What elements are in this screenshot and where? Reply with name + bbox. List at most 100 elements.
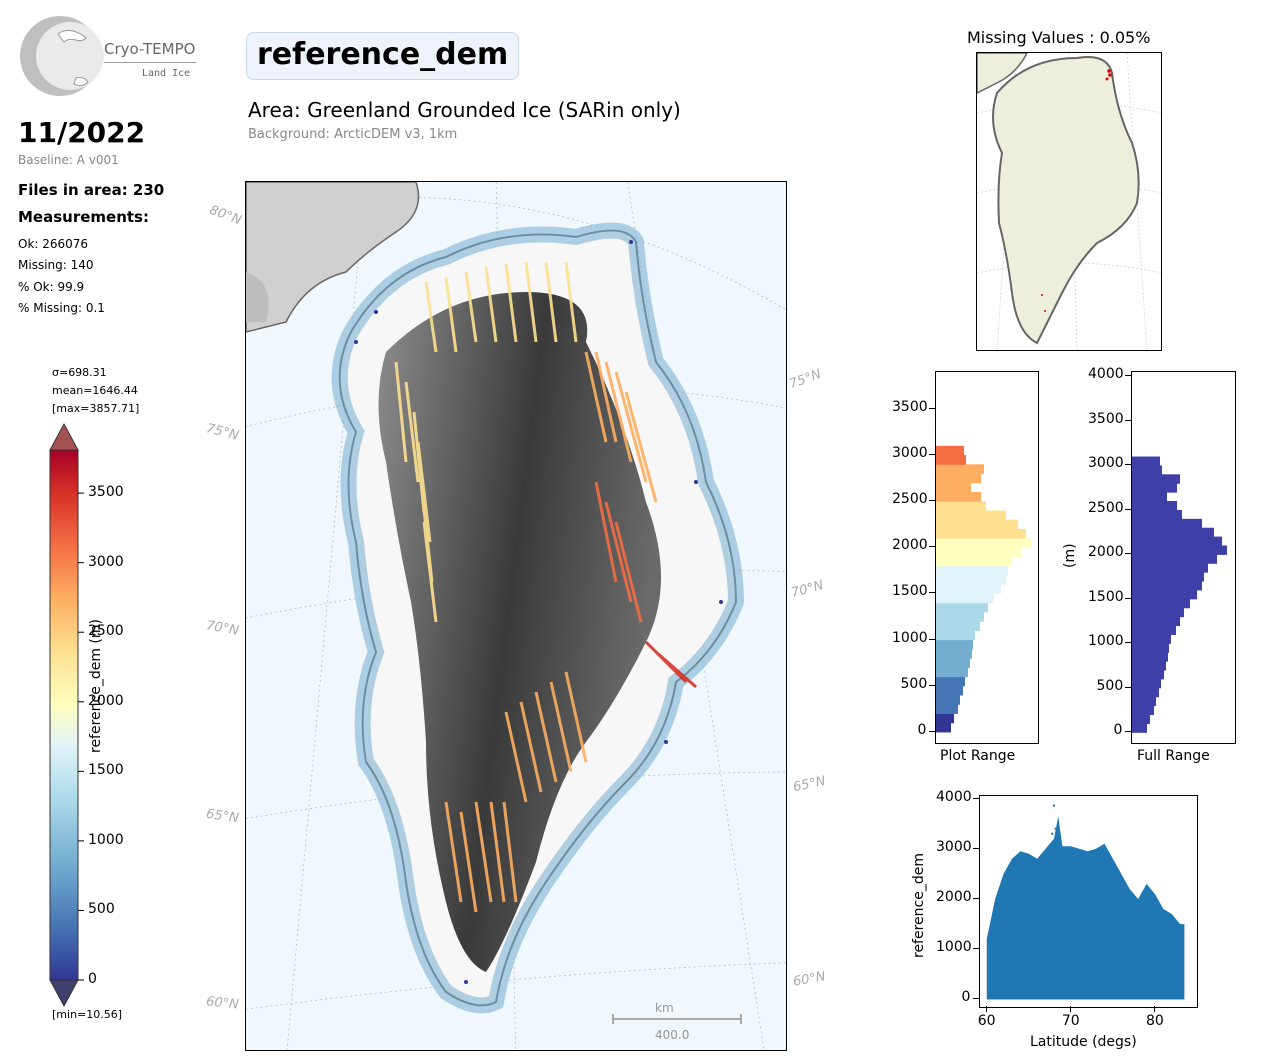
hist-bar [1132,483,1177,493]
scatter-point-cloud [986,816,1185,1000]
hist-bar [936,611,984,622]
colorbar-gradient [49,449,79,981]
hist-plot-range [935,371,1039,744]
hist-bar [936,491,981,502]
hist-full-range-ylabel: (m) [1062,543,1078,568]
stat-ok: Ok: 266076 [18,237,89,251]
logo-icon [20,16,104,96]
hist-bar [1132,705,1154,716]
inset-map [976,52,1162,351]
hist-bar [936,584,1001,594]
scatter-y-tick-mark [973,847,979,849]
hist-bar [1132,518,1202,529]
background-label: Background: ArcticDEM v3, 1km [248,127,458,142]
hist-bar [936,704,958,714]
scatter-outlier [1052,804,1056,807]
scatter-plot [979,795,1198,1008]
scatter-outlier [1054,827,1057,830]
hist-bar [936,519,1018,530]
colorbar-tick-3500: 3500 [88,484,124,501]
hist-right-tick-mark [1125,375,1131,377]
hist-bar [1132,572,1204,582]
swath-tracks [394,261,697,913]
hist-right-tick-mark [1125,731,1131,733]
colorbar-sigma: σ=698.31 [52,366,107,379]
hist-bar [936,593,994,604]
hist-left-tick-0: 0 [917,721,927,738]
lat-label-60n-left: 60°N [205,994,240,1013]
scatter-x-tick-mark [985,1006,987,1012]
hist-bar [1132,509,1182,520]
hist-bar [1132,643,1169,653]
hist-left-tick-mark [929,500,935,502]
hist-left-tick-mark [929,454,935,456]
hist-right-tick-mark [1125,419,1131,421]
hist-bar [936,575,1006,585]
hist-bar [936,482,971,493]
hist-bar [1132,563,1208,573]
hist-bar [936,602,988,613]
hist-right-tick-mark [1125,597,1131,599]
scatter-plot-points [986,804,1185,1000]
hist-left-tick-500: 500 [900,675,928,692]
hist-bar [1132,581,1202,591]
hist-bar [936,685,963,696]
colorbar-min: [min=10.56] [52,1008,123,1021]
scatter-x-tick-80: 80 [1145,1013,1164,1029]
scatter-outlier [1051,832,1054,835]
logo-subtitle: Land Ice [142,68,191,79]
scale-value: 400.0 [655,1028,690,1042]
hist-bar [936,473,981,484]
hist-left-tick-2500: 2500 [892,491,928,508]
colorbar-max: [max=3857.71] [52,402,140,415]
scale-bar-tick-left [612,1014,614,1024]
colorbar-tick-2000: 2000 [88,692,124,709]
hist-bar [1132,545,1227,555]
hist-bar [936,667,968,678]
hist-bar [936,565,1008,576]
files-in-area: Files in area: 230 [18,181,165,199]
hist-bar [1132,652,1168,662]
hist-right-tick-mark [1125,686,1131,688]
hist-bar [1132,670,1164,680]
scatter-y-tick-4000: 4000 [936,788,972,805]
logo-divider [104,62,196,63]
hist-bar [1132,456,1160,466]
hist-right-tick-2500: 2500 [1088,499,1124,516]
hist-full-range-label: Full Range [1137,748,1210,764]
inset-map-canvas [977,53,1161,350]
hist-bar [1132,625,1176,635]
main-map-canvas [246,182,786,1050]
hist-bar [1132,536,1222,546]
hist-right-tick-0: 0 [1113,722,1123,739]
measurements-heading: Measurements: [18,208,149,226]
colorbar-axis-label: reference_dem (m) [88,619,104,753]
hist-bar [936,556,1012,567]
scale-bar-tick-right [740,1014,742,1024]
lat-label-70n-left: 70°N [204,618,240,639]
scatter-y-tick-mark [973,998,979,1000]
hist-bar [936,630,975,641]
hist-left-tick-mark [929,407,935,409]
colorbar-tick-1000: 1000 [88,831,124,848]
inset-missing-points [1041,69,1112,312]
area-label: Area: Greenland Grounded Ice (SARin only… [248,98,681,122]
hist-bar [1132,474,1180,484]
ice-edge-low [331,222,745,1014]
stat-percent-missing: % Missing: 0.1 [18,301,105,315]
hist-bar [1132,678,1161,689]
colorbar-tick-2500: 2500 [88,623,124,640]
scatter-y-tick-1000: 1000 [936,939,972,956]
hist-right-tick-3000: 3000 [1088,455,1124,472]
scatter-y-tick-3000: 3000 [936,838,972,855]
lat-label-60n-right: 60°N [791,969,827,990]
hist-bar [1132,501,1177,511]
scatter-y-tick-2000: 2000 [936,888,972,905]
colorbar-tick-3000: 3000 [88,553,124,570]
main-map [245,181,787,1051]
hist-bar [1132,616,1180,627]
hist-plot-range-bars [936,445,1031,733]
ice-sheet-dem [378,292,661,972]
canada-land [246,272,269,322]
hist-bar [936,713,954,724]
